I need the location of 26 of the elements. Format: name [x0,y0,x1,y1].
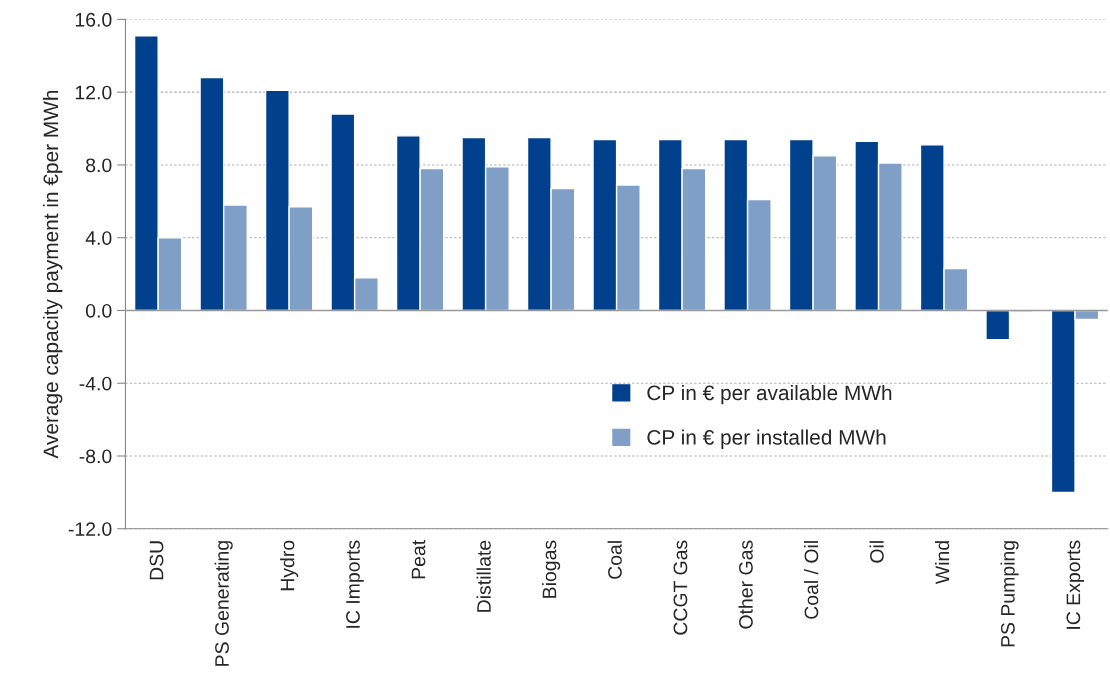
y-tick-label: -12.0 [68,522,112,536]
legend-label: CP in € per installed MWh [647,429,886,449]
y-tick-label: -8.0 [79,449,112,464]
x-tick-label: Coal / Oil [804,541,819,619]
x-tick-label: DSU [149,541,164,580]
x-tick-label: Coal [607,541,622,579]
y-tick-label: 0.0 [85,303,112,318]
x-tick-label: PS Generating [214,541,233,666]
x-tick-label: IC Imports [346,540,364,628]
y-tick-label: 16.0 [75,12,112,27]
y-tick-label: 8.0 [86,158,112,173]
x-tick-label: Hydro [280,540,299,591]
y-tick-label: 12.0 [75,85,112,100]
x-tick-label: Oil [869,541,884,563]
y-tick-label: -4.0 [79,376,112,391]
x-tick-label: Distillate [476,540,491,612]
legend-label: CP in € per available MWh [647,384,892,405]
x-tick-label: PS Pumping [1000,541,1019,647]
x-tick-label: Biogas [542,540,561,598]
y-tick-label: 4.0 [85,231,112,245]
x-tick-label: IC Exports [1066,540,1085,629]
x-tick-label: CCGT Gas [673,540,688,635]
y-axis-title: Average capacity payment in €per MWh [42,90,63,459]
x-tick-label: Wind [934,541,950,585]
x-tick-label: Other Gas [738,540,753,629]
x-tick-label: Peat [411,540,426,579]
